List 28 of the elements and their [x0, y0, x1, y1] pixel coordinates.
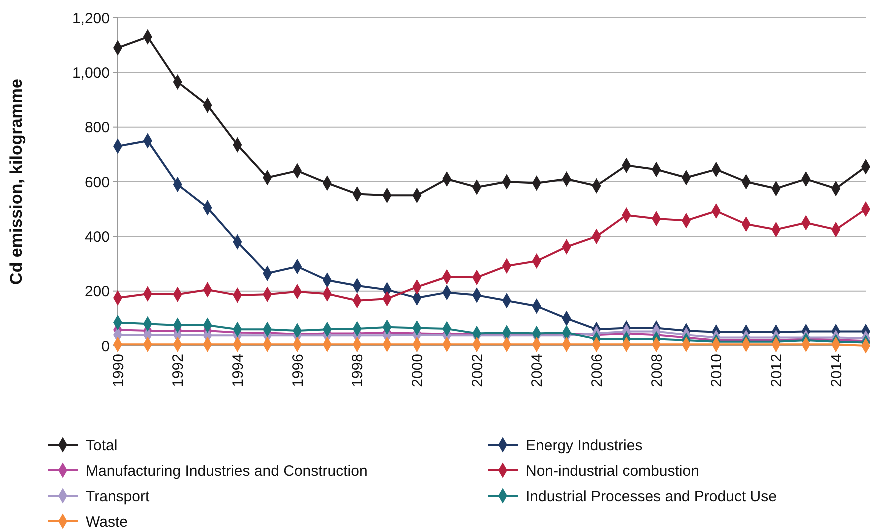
legend-label: Transport — [86, 488, 150, 506]
x-tick-label: 2002 — [469, 354, 486, 388]
y-tick-label: 400 — [84, 228, 110, 246]
x-tick-label: 1990 — [110, 354, 128, 388]
x-tick-label: 2010 — [708, 354, 726, 388]
x-tick-label: 2000 — [409, 354, 426, 388]
x-tick-label: 2008 — [648, 354, 666, 388]
legend-label: Industrial Processes and Product Use — [526, 488, 777, 506]
x-tick-label: 2004 — [529, 354, 546, 388]
y-tick-label: 800 — [84, 120, 110, 137]
y-axis-title: Cd emission, kilogramme — [7, 79, 26, 285]
x-tick-label: 2014 — [828, 354, 846, 388]
x-tick-label: 1998 — [350, 354, 367, 388]
legend-label: Waste — [86, 514, 128, 530]
x-tick-label: 1994 — [230, 354, 247, 388]
legend-label: Non-industrial combustion — [526, 462, 700, 480]
x-tick-label: 2006 — [588, 354, 606, 388]
x-tick-label: 2012 — [768, 354, 786, 388]
x-tick-label: 1992 — [170, 354, 188, 388]
y-tick-label: 600 — [84, 174, 110, 192]
y-tick-label: 200 — [84, 284, 110, 301]
y-tick-label: 1,200 — [72, 10, 110, 28]
legend-label: Total — [86, 437, 118, 454]
legend-label: Manufacturing Industries and Construction — [86, 462, 368, 480]
y-tick-label: 0 — [102, 338, 110, 356]
legend-label: Energy Industries — [526, 437, 643, 454]
y-tick-label: 1,000 — [72, 64, 110, 82]
x-tick-label: 1996 — [290, 354, 307, 388]
